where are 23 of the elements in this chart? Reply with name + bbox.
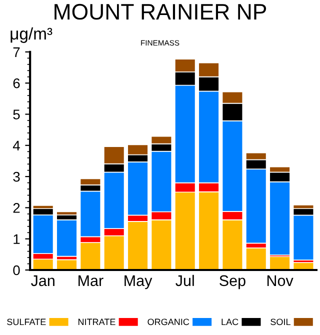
legend-label: SOIL [270,318,290,326]
bar [56,219,78,257]
y-tick-label: 2 [13,203,20,213]
y-tick-label: 4 [12,140,20,150]
x-tick-label: May [124,275,152,290]
x-tick-label: Jul [176,274,194,286]
x-tick-label: Sep [220,275,246,290]
y-tick-label: 1 [14,234,20,244]
legend-label: SULFATE [7,318,46,326]
x-tick-label: Nov [267,275,294,286]
chart-title: MOUNT RAINIER NP [54,4,266,20]
y-tick-label: 6 [13,78,20,88]
legend-label: LAC [222,318,238,326]
bar [246,247,267,270]
legend-label: ORGANIC [148,318,190,326]
legend-label: NITRATE [78,318,116,325]
y-tick-label: 7 [13,47,20,57]
y-tick-label: 5 [13,110,20,120]
y-tick-label: 0 [13,265,20,276]
y-axis-title: μg/m³ [10,27,52,43]
x-tick-label: Jan [31,275,54,286]
y-tick-label: 3 [13,172,20,182]
x-tick-label: Mar [78,275,104,286]
